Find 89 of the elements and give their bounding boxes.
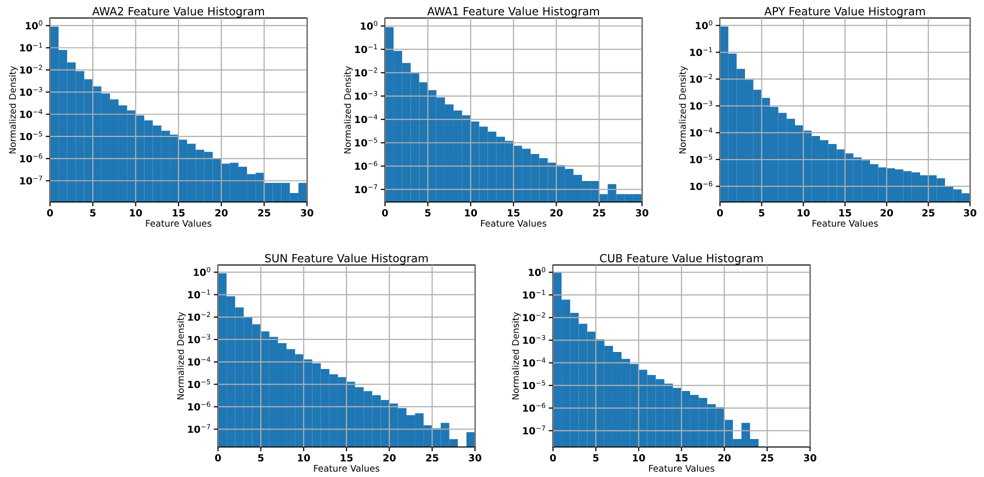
- x-tick-label: 15: [172, 209, 185, 216]
- x-tick-label: 15: [340, 454, 353, 462]
- y-tick-label: 10$^{0}$: [696, 20, 712, 30]
- x-tick-label: 5: [759, 209, 764, 216]
- y-tick-label: 10$^{−2}$: [523, 312, 546, 322]
- y-tick-label: 10$^{−4}$: [188, 356, 210, 366]
- y-tick-label: 10$^{−4}$: [690, 128, 712, 136]
- y-tick-label: 10$^{0}$: [26, 20, 42, 30]
- y-tick-label: 10$^{−7}$: [523, 426, 546, 434]
- x-tick-label: 0: [717, 209, 723, 216]
- y-tick-label: 10$^{−1}$: [523, 290, 546, 299]
- x-tick-label: 10: [298, 454, 310, 462]
- y-tick-label: 10$^{−6}$: [20, 153, 42, 162]
- x-tick-label: 25: [761, 454, 774, 462]
- y-tick-label: 10$^{−4}$: [523, 358, 546, 367]
- x-tick-label: 5: [425, 209, 431, 216]
- chart-title: AWA1 Feature Value Histogram: [427, 6, 599, 18]
- x-tick-label: 20: [550, 209, 563, 216]
- y-tick-label: 10$^{0}$: [528, 267, 546, 276]
- y-tick-label: 10$^{−1}$: [20, 42, 42, 52]
- x-tick-label: 25: [426, 454, 438, 462]
- y-tick-label: 10$^{−3}$: [690, 100, 712, 110]
- y-tick-label: 10$^{−2}$: [690, 74, 712, 83]
- y-axis-title: Normalized Density: [678, 66, 688, 154]
- y-tick-label: 10$^{−1}$: [188, 290, 210, 298]
- y-tick-label: 10$^{0}$: [194, 267, 210, 276]
- chart-title: APY Feature Value Histogram: [764, 6, 925, 18]
- y-tick-label: 10$^{−1}$: [690, 47, 712, 56]
- y-axis-title: Normalized Density: [512, 312, 521, 400]
- x-tick-label: 0: [47, 209, 53, 216]
- x-axis-title: Feature Values: [812, 220, 878, 227]
- y-tick-label: 10$^{−7}$: [355, 184, 378, 194]
- x-tick-label: 30: [804, 454, 816, 462]
- x-tick-label: 30: [636, 209, 648, 216]
- x-tick-label: 20: [880, 209, 893, 216]
- x-axis-title: Feature Values: [314, 464, 380, 472]
- x-tick-label: 30: [964, 209, 976, 216]
- x-tick-label: 15: [839, 209, 852, 216]
- x-tick-label: 5: [593, 454, 599, 462]
- x-tick-label: 20: [215, 209, 228, 216]
- y-tick-label: 10$^{−6}$: [690, 181, 712, 190]
- x-axis-title: Feature Values: [481, 220, 546, 227]
- y-tick-label: 10$^{−6}$: [355, 160, 378, 170]
- chart-title: SUN Feature Value Histogram: [265, 254, 428, 265]
- y-tick-label: 10$^{−3}$: [188, 334, 210, 344]
- y-tick-label: 10$^{−3}$: [20, 86, 42, 96]
- chart-title: AWA2 Feature Value Histogram: [92, 6, 264, 18]
- x-tick-label: 25: [922, 209, 934, 216]
- x-tick-label: 5: [258, 454, 264, 462]
- y-tick-label: 10$^{−4}$: [20, 109, 42, 118]
- y-tick-label: 10$^{−3}$: [523, 335, 546, 344]
- x-tick-label: 0: [550, 454, 556, 462]
- x-tick-label: 15: [676, 454, 688, 462]
- y-axis-title: Normalized Density: [176, 312, 186, 400]
- y-tick-label: 10$^{−7}$: [188, 424, 210, 433]
- x-axis-title: Feature Values: [649, 464, 714, 472]
- y-tick-label: 10$^{−5}$: [523, 380, 546, 390]
- x-tick-label: 25: [593, 209, 606, 216]
- x-tick-label: 25: [258, 209, 270, 216]
- y-tick-label: 10$^{−5}$: [355, 138, 378, 147]
- x-tick-label: 0: [215, 454, 221, 462]
- chart-title: CUB Feature Value Histogram: [600, 254, 763, 265]
- y-tick-label: 10$^{−4}$: [355, 114, 378, 124]
- x-tick-label: 10: [130, 209, 142, 216]
- y-tick-label: 10$^{0}$: [360, 20, 378, 30]
- y-tick-label: 10$^{−2}$: [188, 312, 210, 321]
- x-axis-title: Feature Values: [146, 220, 212, 227]
- x-tick-label: 10: [633, 454, 645, 462]
- y-tick-label: 10$^{−5}$: [690, 154, 712, 164]
- x-tick-label: 5: [90, 209, 96, 216]
- y-tick-label: 10$^{−3}$: [355, 90, 378, 100]
- y-axis-title: Normalized Density: [8, 66, 18, 154]
- x-tick-label: 20: [383, 454, 396, 462]
- x-tick-label: 30: [300, 209, 314, 216]
- y-tick-label: 10$^{−1}$: [355, 44, 378, 54]
- y-tick-label: 10$^{−2}$: [20, 64, 42, 74]
- y-tick-label: 10$^{−2}$: [355, 68, 378, 76]
- x-tick-label: 0: [382, 209, 388, 216]
- y-tick-label: 10$^{−5}$: [20, 131, 42, 140]
- y-tick-label: 10$^{−5}$: [188, 379, 210, 388]
- x-tick-label: 20: [718, 454, 731, 462]
- y-tick-label: 10$^{−7}$: [20, 176, 42, 185]
- x-tick-label: 15: [508, 209, 520, 216]
- x-tick-label: 10: [798, 209, 810, 216]
- x-tick-label: 10: [465, 209, 477, 216]
- y-tick-label: 10$^{−6}$: [523, 402, 546, 412]
- y-axis-title: Normalized Density: [344, 66, 353, 154]
- x-tick-label: 30: [468, 454, 482, 462]
- y-tick-label: 10$^{−6}$: [188, 402, 210, 410]
